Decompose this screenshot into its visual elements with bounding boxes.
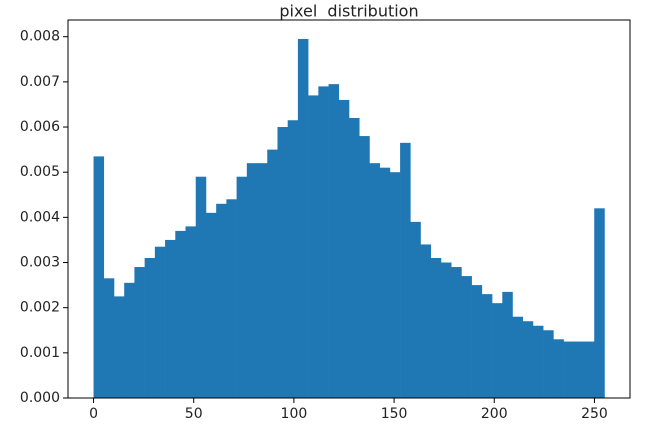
y-tick-label: 0.001 bbox=[20, 345, 60, 361]
bar bbox=[543, 330, 554, 398]
bar bbox=[389, 172, 401, 398]
bar bbox=[175, 230, 186, 398]
bar bbox=[532, 325, 544, 398]
bar bbox=[236, 176, 248, 398]
bar bbox=[359, 136, 370, 398]
x-tick-label: 0 bbox=[89, 406, 98, 422]
bar bbox=[185, 226, 197, 398]
bar bbox=[573, 341, 585, 398]
bar bbox=[318, 86, 329, 399]
bar bbox=[328, 84, 340, 399]
bar bbox=[430, 258, 442, 398]
bar bbox=[93, 156, 105, 398]
bar bbox=[400, 142, 411, 398]
bar bbox=[584, 341, 595, 398]
y-tick-label: 0.003 bbox=[20, 255, 60, 271]
x-tick-label: 150 bbox=[381, 406, 408, 422]
bar bbox=[522, 321, 534, 398]
bar bbox=[287, 120, 299, 399]
bar bbox=[461, 276, 472, 398]
bar bbox=[154, 246, 166, 398]
y-tick-label: 0.005 bbox=[20, 164, 60, 180]
bar bbox=[471, 285, 483, 398]
bar bbox=[410, 221, 421, 398]
bar bbox=[195, 176, 207, 398]
bar bbox=[512, 316, 524, 398]
bar bbox=[165, 239, 176, 398]
bar bbox=[103, 278, 115, 398]
bar bbox=[226, 199, 237, 398]
y-tick-label: 0.006 bbox=[20, 119, 60, 135]
bar bbox=[420, 244, 432, 398]
bar bbox=[297, 38, 309, 398]
bar bbox=[481, 294, 493, 398]
bar bbox=[563, 341, 575, 398]
bar bbox=[216, 203, 227, 398]
bar bbox=[502, 291, 513, 398]
y-tick-label: 0.007 bbox=[20, 74, 60, 90]
bar bbox=[134, 267, 145, 398]
bar bbox=[451, 267, 462, 398]
bar bbox=[440, 262, 452, 398]
bar bbox=[267, 149, 278, 398]
bar bbox=[492, 303, 503, 398]
plot-frame bbox=[67, 19, 631, 399]
bar bbox=[113, 296, 125, 398]
bar bbox=[379, 167, 391, 398]
bar bbox=[308, 95, 319, 398]
bar bbox=[246, 163, 258, 398]
y-tick-label: 0.008 bbox=[20, 29, 60, 45]
bar bbox=[369, 163, 380, 398]
bar bbox=[144, 258, 156, 398]
bar bbox=[594, 208, 605, 398]
bar bbox=[205, 212, 217, 398]
x-tick-label: 100 bbox=[281, 406, 308, 422]
bar bbox=[124, 282, 135, 398]
bar bbox=[553, 339, 564, 398]
bar bbox=[257, 163, 268, 398]
y-tick-label: 0.000 bbox=[20, 390, 60, 406]
bar bbox=[338, 99, 350, 398]
x-tick-label: 200 bbox=[481, 406, 508, 422]
x-tick-label: 50 bbox=[185, 406, 203, 422]
y-tick-label: 0.004 bbox=[20, 209, 60, 225]
chart-title: pixel distribution bbox=[279, 2, 418, 21]
y-tick-label: 0.002 bbox=[20, 300, 60, 316]
bar bbox=[277, 127, 288, 398]
bar bbox=[349, 118, 360, 398]
x-tick-label: 250 bbox=[581, 406, 608, 422]
